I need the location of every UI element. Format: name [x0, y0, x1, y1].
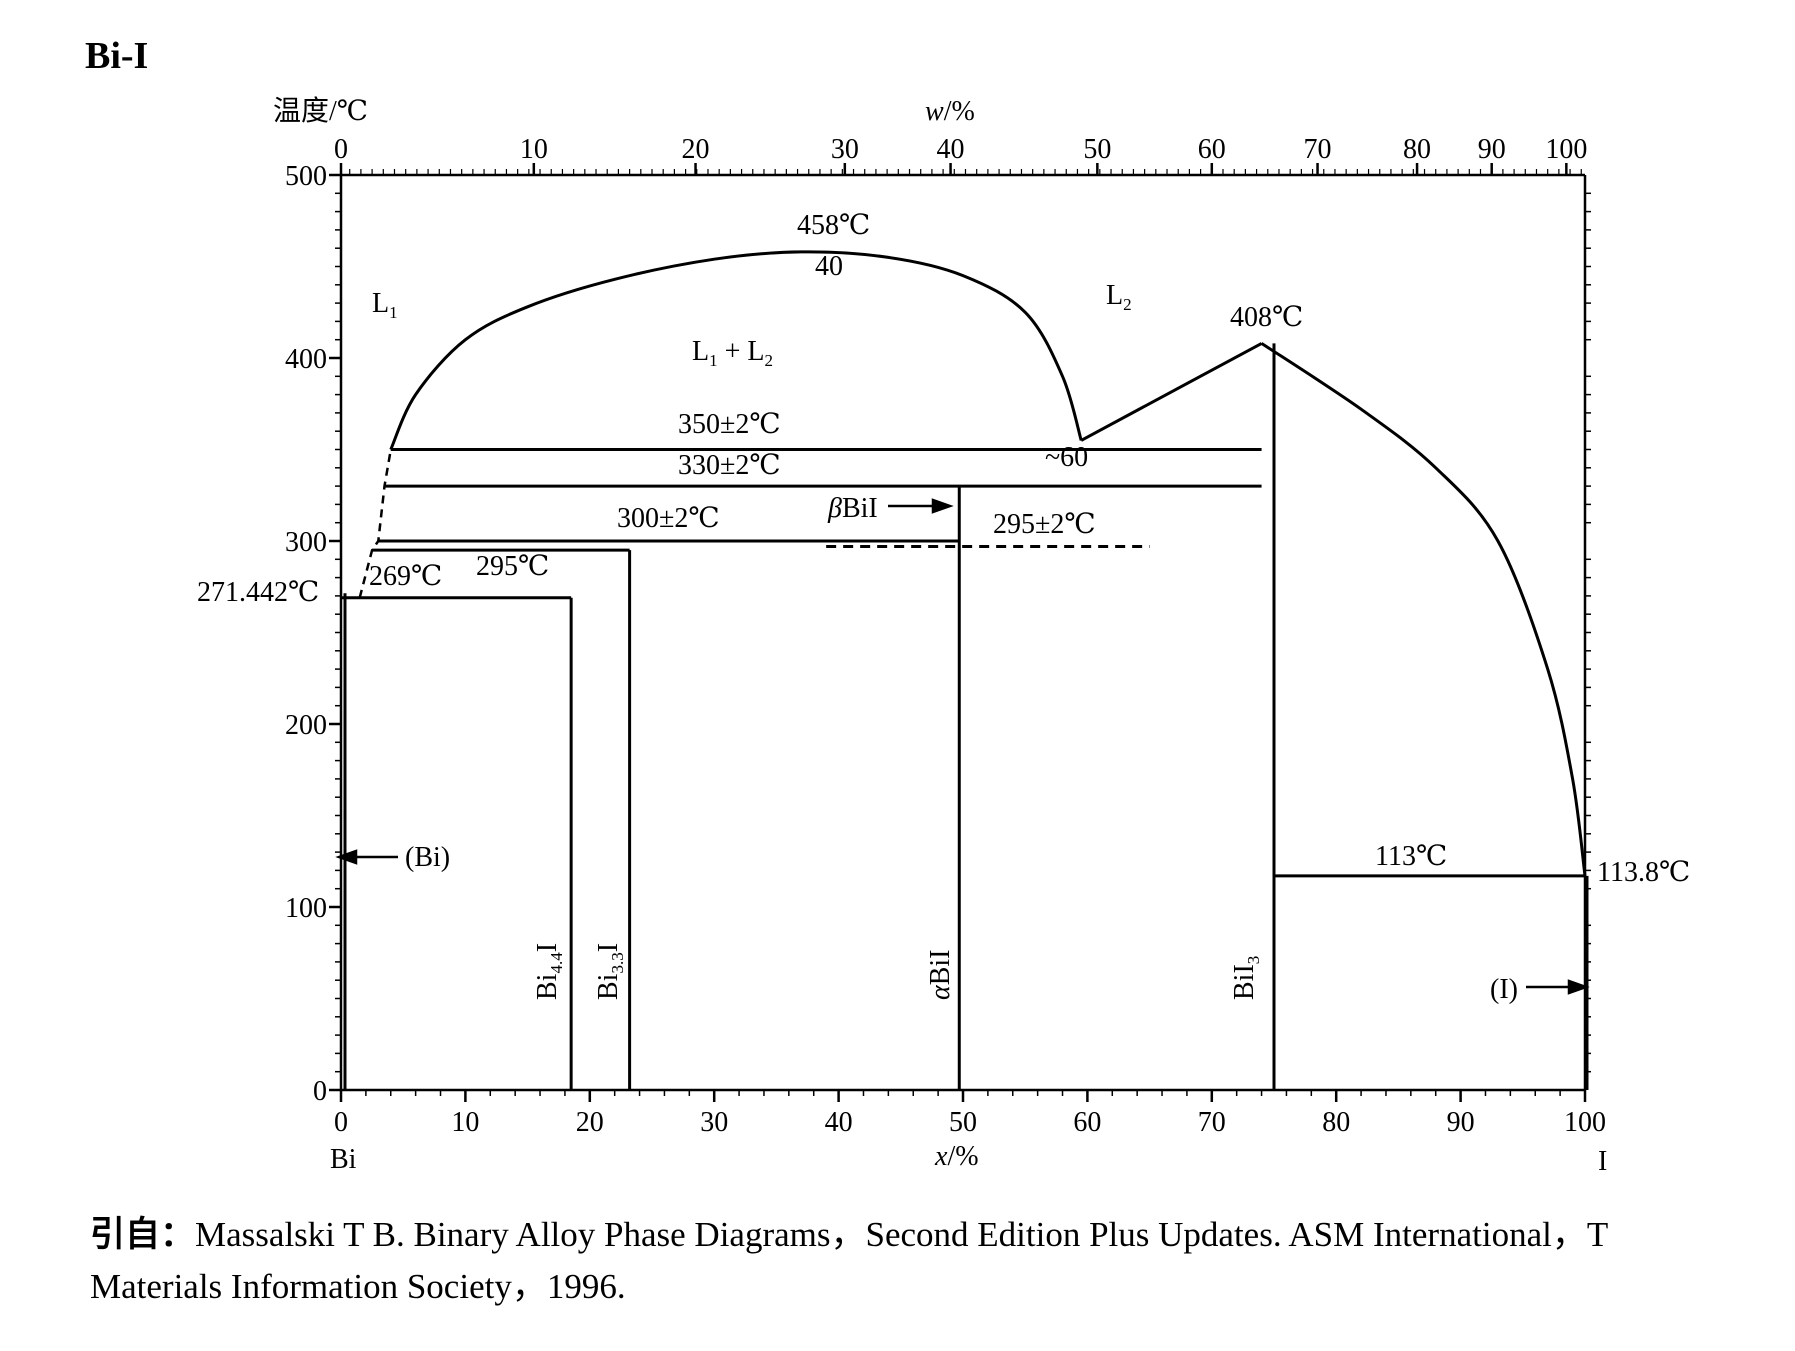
phase-boundaries	[341, 250, 1589, 1090]
dashed-solidus	[358, 449, 393, 599]
label-295: 295℃	[476, 551, 549, 582]
label-269: 269℃	[369, 561, 442, 592]
label-300: 300±2℃	[617, 503, 720, 534]
compound-label-bi44i: Bi4.4I	[532, 943, 566, 1000]
y-tick-label: 0	[313, 1076, 327, 1107]
label-113: 113℃	[1375, 841, 1447, 872]
y-tick-label: 300	[285, 527, 327, 558]
x-tick-label: 40	[825, 1107, 853, 1138]
label-40: 40	[815, 251, 843, 282]
compound-label-alpha-bii: αBiI	[925, 950, 956, 1000]
w-tick-label: 10	[520, 134, 548, 165]
arrow-i	[1526, 979, 1590, 995]
liquidus-bii3-to-i	[1260, 342, 1587, 877]
liquidus-l2-to-bii3	[1080, 342, 1263, 442]
label-350: 350±2℃	[678, 409, 781, 440]
x-tick-label: 50	[949, 1107, 977, 1138]
w-tick-label: 50	[1083, 134, 1111, 165]
w-tick-label: 100	[1545, 134, 1587, 165]
left-element-label: Bi	[330, 1144, 357, 1175]
y-tick-label: 100	[285, 893, 327, 924]
w-tick-label: 90	[1478, 134, 1506, 165]
right-element-label: I	[1598, 1146, 1607, 1177]
label-113-8: 113.8℃	[1597, 857, 1690, 888]
label-271: 271.442℃	[197, 577, 319, 608]
bottom-axis-var: x	[934, 1141, 948, 1172]
y-tick-label: 500	[285, 161, 327, 192]
w-tick-label: 70	[1304, 134, 1332, 165]
w-tick-label: 20	[682, 134, 710, 165]
w-tick-label: 0	[334, 134, 348, 165]
x-tick-label: 20	[576, 1107, 604, 1138]
x-tick-label: 10	[451, 1107, 479, 1138]
caption-prefix: 引自：	[90, 1215, 196, 1254]
label-295-alpha: 295±2℃	[993, 509, 1096, 540]
arrow-bi	[335, 849, 398, 865]
caption-line-1: 引自：Massalski T B. Binary Alloy Phase Dia…	[90, 1206, 1608, 1257]
label-408: 408℃	[1230, 302, 1303, 333]
x-tick-label: 100	[1564, 1107, 1606, 1138]
label-60: ~60	[1045, 442, 1088, 473]
label-458: 458℃	[797, 210, 870, 241]
w-tick-label: 40	[937, 134, 965, 165]
top-axis-var: w	[925, 96, 944, 127]
top-axis-label: w/%	[925, 96, 975, 127]
miscibility-gap-curve	[389, 250, 1083, 451]
phase-label-i: (I)	[1490, 974, 1518, 1005]
y-axis-label: 温度/℃	[273, 95, 368, 127]
w-tick-label: 60	[1198, 134, 1226, 165]
bottom-axis-unit: /%	[947, 1141, 978, 1172]
x-tick-label: 60	[1073, 1107, 1101, 1138]
region-label-l1: L1	[372, 288, 398, 322]
w-tick-label: 80	[1403, 134, 1431, 165]
caption-text-1: Massalski T B. Binary Alloy Phase Diagra…	[195, 1215, 1609, 1254]
region-label-l2: L2	[1106, 280, 1132, 314]
y-tick-label: 400	[285, 344, 327, 375]
compound-label-bii3: BiI3	[1229, 956, 1263, 1000]
region-label-l1-l2: L1 + L2	[692, 336, 773, 370]
arrow-beta-bii	[888, 498, 954, 514]
bottom-axis-label: x/%	[934, 1141, 979, 1172]
x-tick-label: 90	[1447, 1107, 1475, 1138]
y-tick-label: 200	[285, 710, 327, 741]
x-tick-label: 70	[1198, 1107, 1226, 1138]
label-beta-bii: βBiI	[827, 493, 878, 524]
caption-line-2: Materials Information Society，1996.	[90, 1267, 626, 1306]
x-tick-label: 30	[700, 1107, 728, 1138]
x-tick-label: 80	[1322, 1107, 1350, 1138]
w-tick-label: 30	[831, 134, 859, 165]
label-330: 330±2℃	[678, 450, 781, 481]
diagram-title: Bi-I	[85, 35, 148, 77]
top-axis-unit: /%	[944, 96, 975, 127]
compound-label-bi33i: Bi3.3I	[593, 943, 627, 1000]
phase-label-bi: (Bi)	[405, 842, 450, 873]
x-tick-label: 0	[334, 1107, 348, 1138]
